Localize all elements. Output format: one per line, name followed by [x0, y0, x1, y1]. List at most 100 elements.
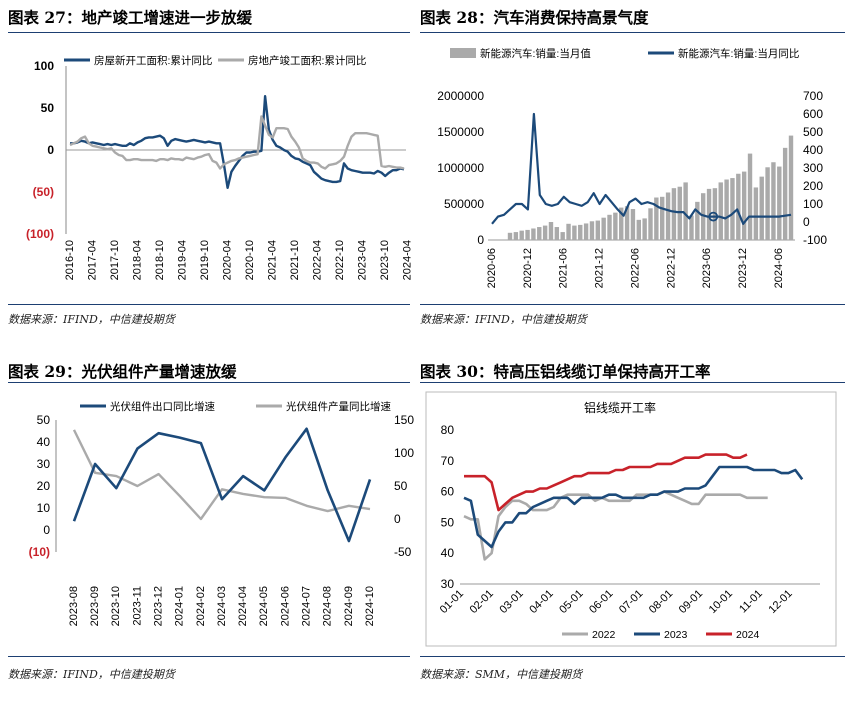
source-note: 数据来源：IFIND，中信建投期货: [8, 313, 175, 326]
x-tick-label: 2024-02: [195, 586, 207, 626]
x-tick-label: 03-01: [498, 588, 526, 616]
sales-bar: [654, 197, 659, 240]
x-tick-label: 07-01: [617, 588, 645, 616]
sales-bar: [642, 218, 647, 240]
x-tick-label: 2020-04: [222, 240, 234, 280]
sales-bar: [636, 219, 641, 240]
source-rule: [420, 656, 845, 657]
y-right-tick-label: 500: [803, 125, 823, 139]
legend-yoy-label: 新能源汽车:销量:当月同比: [678, 47, 799, 60]
x-tick-label: 2024-03: [216, 586, 228, 626]
x-tick-label: 2024-04: [402, 240, 414, 280]
sales-bar: [601, 217, 606, 240]
y-left-tick-label: 2000000: [437, 89, 484, 103]
x-tick-label: 08-01: [647, 588, 675, 616]
sales-bar: [736, 173, 741, 240]
y-right-tick-label: 600: [803, 107, 823, 121]
y-tick-label: 80: [441, 423, 455, 437]
panel-nev-sales: 图表 28：汽车消费保持高景气度 2000000 1500000 1000000 50…: [420, 6, 845, 336]
x-tick-label: 2021-06: [558, 248, 570, 288]
source-rule: [8, 656, 410, 657]
legend-2024-label: 2024: [736, 629, 760, 641]
y-right-tick-label: 0: [803, 215, 810, 229]
sales-bar: [554, 227, 560, 240]
sales-bar: [542, 225, 548, 240]
y-tick-label: 50: [41, 101, 55, 115]
x-tick-label: 2024-07: [300, 586, 312, 626]
y-left-tick-label: 1500000: [437, 125, 484, 139]
export-line: [72, 427, 372, 543]
y-right-tick-label: 0: [394, 512, 401, 526]
sales-bar: [589, 221, 595, 240]
sales-bar: [671, 188, 677, 240]
x-tick-label: 2024-01: [174, 586, 186, 626]
source-note: 数据来源：IFIND，中信建投期货: [420, 313, 587, 326]
series-line-navy: [70, 95, 405, 190]
series-line-gray: [69, 115, 405, 170]
y-left-tick-label: 50: [37, 413, 51, 427]
legend-new-starts-label: 房屋新开工面积:累计同比: [94, 54, 212, 67]
x-tick-label: 2018-10: [154, 240, 166, 280]
x-tick-label: 2017-10: [109, 240, 121, 280]
series-line-2023: [463, 465, 804, 549]
panel-title: 图表 30：特高压铝线缆订单保持高开工率: [420, 362, 711, 381]
y-tick-label: 70: [441, 454, 455, 468]
y-left-tick-label: 0: [43, 523, 50, 537]
sales-bar: [771, 162, 776, 240]
sales-bar: [619, 207, 624, 240]
x-tick-label: 2020-10: [244, 240, 256, 280]
y-tick-label: 30: [441, 577, 455, 591]
y-tick-label: 60: [441, 485, 455, 499]
y-tick-label: 40: [441, 546, 455, 560]
y-left-tick-label: 30: [37, 457, 51, 471]
sales-bar: [531, 228, 536, 240]
x-tick-label: 2021-04: [267, 240, 279, 280]
yoy-line: [491, 112, 792, 225]
legend-export-label: 光伏组件出口同比增速: [110, 400, 215, 413]
x-tick-label: 2023-08: [68, 586, 80, 626]
x-tick-label: 2023-10: [379, 240, 391, 280]
legend-2023-label: 2023: [664, 629, 688, 641]
title-rule: [420, 382, 845, 383]
nev-sales-chart: 2000000 1500000 1000000 500000 0 700 600 500 400…: [437, 47, 827, 288]
sales-bar: [765, 167, 770, 240]
panel-title: 图表 28：汽车消费保持高景气度: [420, 8, 649, 27]
sales-bar: [695, 201, 700, 240]
sales-bar: [700, 193, 706, 240]
x-tick-label: 2022-04: [312, 240, 324, 280]
y-tick-label: 0: [47, 143, 54, 157]
source-rule: [8, 304, 410, 305]
x-tick-label: 2020-12: [522, 248, 534, 288]
x-tick-label: 01-01: [438, 588, 466, 616]
x-tick-label: 2016-10: [64, 240, 76, 280]
series-line-2024: [464, 453, 748, 512]
y-tick-label: 100: [34, 59, 54, 73]
x-tick-label: 2024-10: [364, 586, 376, 626]
x-tick-label: 2024-06: [773, 248, 785, 288]
sales-bar: [730, 178, 735, 240]
sales-bar: [572, 225, 577, 240]
series-line-2022: [463, 490, 768, 561]
y-right-tick-label: 400: [803, 143, 823, 157]
x-tick-label: 2023-12: [737, 248, 749, 288]
sales-bar: [624, 206, 630, 240]
x-tick-label: 2023-06: [701, 248, 713, 288]
x-tick-label: 09-01: [677, 588, 705, 616]
y-right-tick-label: -100: [803, 233, 827, 247]
sales-bar: [578, 224, 583, 240]
sales-bar: [777, 166, 782, 240]
sales-bar: [689, 215, 694, 240]
x-tick-label: 2021-10: [289, 240, 301, 280]
x-tick-label: 2019-04: [176, 240, 188, 280]
y-left-tick-label: 10: [37, 501, 51, 515]
y-left-tick-label: 500000: [444, 197, 484, 211]
x-tick-label: 2017-04: [86, 240, 98, 280]
x-tick-label: 11-01: [737, 588, 765, 616]
sales-bar: [613, 212, 618, 240]
sales-bar: [788, 135, 794, 240]
chart-frame: [425, 391, 837, 647]
y-left-tick-label: 1000000: [437, 161, 484, 175]
x-tick-label: 10-01: [707, 588, 735, 616]
x-tick-label: 12-01: [766, 588, 794, 616]
x-tick-label: 2023-10: [110, 586, 122, 626]
